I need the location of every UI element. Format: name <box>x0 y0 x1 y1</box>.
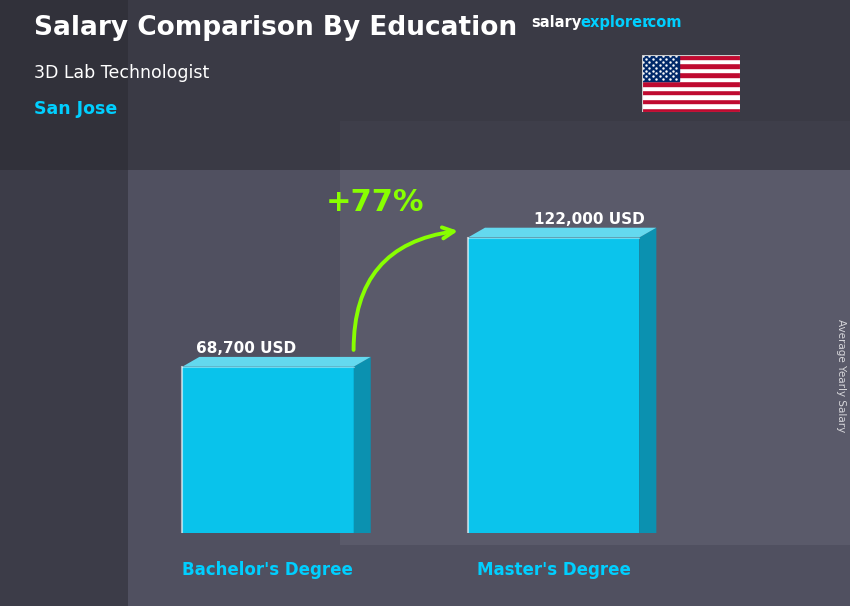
Text: explorer: explorer <box>581 15 650 30</box>
Polygon shape <box>468 238 639 533</box>
Text: Master's Degree: Master's Degree <box>477 561 631 579</box>
Text: Bachelor's Degree: Bachelor's Degree <box>183 561 354 579</box>
Text: San Jose: San Jose <box>34 100 117 118</box>
Bar <box>642 103 740 108</box>
Bar <box>642 81 740 85</box>
Text: 3D Lab Technologist: 3D Lab Technologist <box>34 64 209 82</box>
Polygon shape <box>182 367 354 533</box>
Bar <box>642 108 740 112</box>
Polygon shape <box>354 357 371 533</box>
FancyBboxPatch shape <box>340 121 850 545</box>
Bar <box>642 55 740 59</box>
Polygon shape <box>639 228 656 533</box>
Bar <box>642 95 740 99</box>
Bar <box>642 99 740 103</box>
Text: Average Yearly Salary: Average Yearly Salary <box>836 319 846 432</box>
Bar <box>642 68 740 72</box>
Bar <box>642 72 740 77</box>
Polygon shape <box>182 357 371 367</box>
FancyBboxPatch shape <box>0 0 128 606</box>
Bar <box>642 90 740 95</box>
Bar <box>642 77 740 81</box>
Text: Salary Comparison By Education: Salary Comparison By Education <box>34 15 517 41</box>
Text: 122,000 USD: 122,000 USD <box>534 212 644 227</box>
FancyBboxPatch shape <box>0 0 850 170</box>
FancyArrowPatch shape <box>354 227 454 350</box>
Text: .com: .com <box>643 15 682 30</box>
Text: salary: salary <box>531 15 581 30</box>
Bar <box>642 55 679 81</box>
Text: 68,700 USD: 68,700 USD <box>196 341 297 356</box>
Text: +77%: +77% <box>326 188 424 217</box>
Bar <box>642 64 740 68</box>
Bar <box>642 85 740 90</box>
Bar <box>642 59 740 64</box>
Polygon shape <box>468 228 656 238</box>
